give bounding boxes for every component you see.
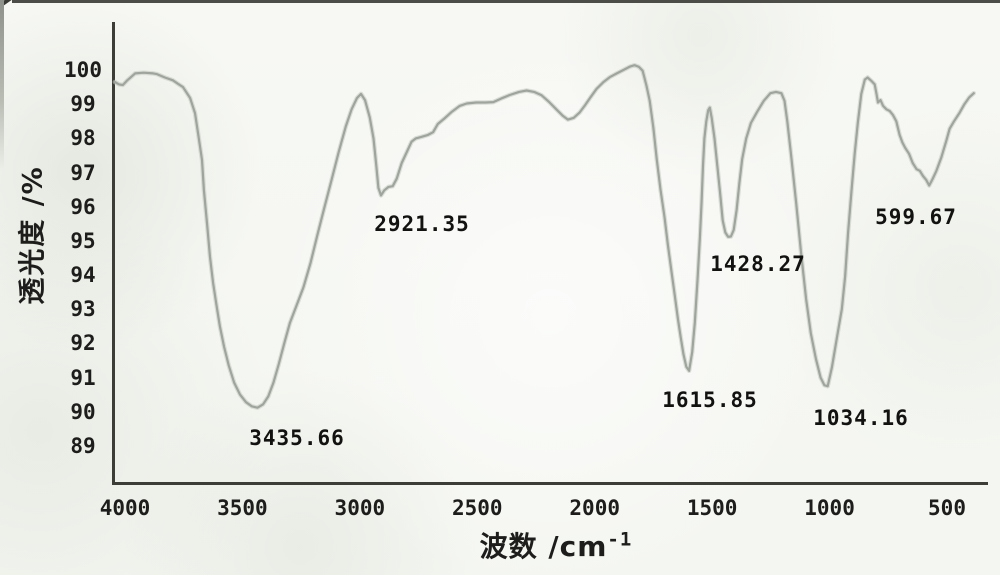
y-tick-label: 96 xyxy=(70,194,96,219)
y-tick-label: 95 xyxy=(70,228,96,253)
scan-edge-artifact-left xyxy=(0,0,4,170)
axis-lines xyxy=(112,22,988,485)
x-tick-label: 1000 xyxy=(804,496,855,520)
peak-annotation: 1615.85 xyxy=(662,388,758,412)
y-tick-label: 91 xyxy=(70,365,96,390)
y-tick-label: 90 xyxy=(70,399,96,424)
x-tick-label: 3000 xyxy=(334,496,386,520)
scan-edge-artifact-top xyxy=(12,0,1000,3)
x-tick-label: 2500 xyxy=(451,496,503,520)
peak-annotation: 1034.16 xyxy=(813,406,909,430)
spectrum-curve-halo xyxy=(112,62,977,410)
y-tick-label: 99 xyxy=(70,92,96,117)
x-tick-label: 3500 xyxy=(217,496,268,520)
y-tick-label: 89 xyxy=(70,434,96,458)
x-axis-title-superscript: -1 xyxy=(607,528,633,551)
y-tick-label: 93 xyxy=(70,297,96,322)
y-tick-label: 97 xyxy=(70,160,96,185)
peak-annotation: 2921.35 xyxy=(374,212,470,236)
y-tick-label: 100 xyxy=(64,58,102,82)
peak-annotation: 3435.66 xyxy=(249,426,345,450)
x-tick-label: 500 xyxy=(928,496,966,520)
y-tick-label: 98 xyxy=(70,126,96,151)
spectrum-curve xyxy=(113,64,975,409)
x-axis-title-main: 波数 /cm xyxy=(479,530,608,563)
y-axis-title: 透光度 /% xyxy=(17,165,49,305)
x-tick-label: 1500 xyxy=(686,496,738,520)
x-tick-label: 4000 xyxy=(99,496,151,520)
x-tick-label: 2000 xyxy=(569,496,620,520)
y-tick-label: 94 xyxy=(70,263,96,288)
x-axis-title: 波数 /cm-1 xyxy=(480,525,633,565)
peak-annotation: 599.67 xyxy=(875,205,957,229)
y-tick-label: 92 xyxy=(70,331,96,356)
peak-annotation: 1428.27 xyxy=(710,252,806,276)
